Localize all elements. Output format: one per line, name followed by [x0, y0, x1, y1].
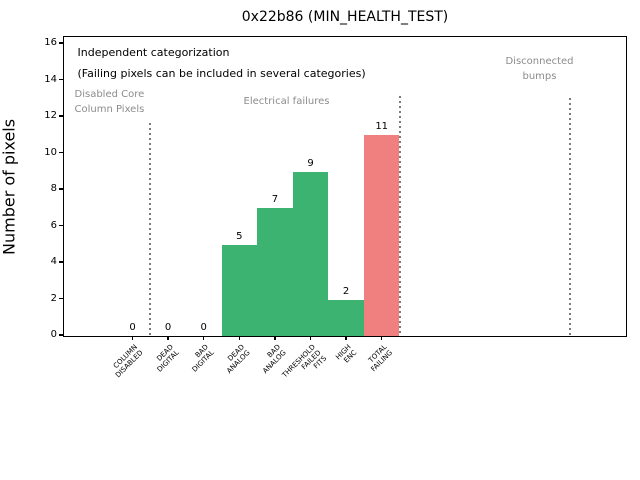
- x-tick-mark: [238, 336, 241, 340]
- y-tick-label: 6: [50, 219, 57, 231]
- bar-value-label: 2: [342, 285, 350, 297]
- bar-value-label: 11: [375, 121, 389, 133]
- x-tick-label-dead-digital: DEAD DIGITAL: [154, 343, 181, 374]
- y-tick-mark: [58, 224, 63, 227]
- y-tick-label: 2: [50, 292, 57, 304]
- y-tick-label: 8: [50, 183, 57, 194]
- y-tick-label: 10: [44, 146, 57, 158]
- bar-total-failing: [363, 135, 400, 336]
- x-tick-label-total-failing: TOTAL FAILING: [366, 343, 395, 374]
- y-tick-mark: [58, 78, 63, 81]
- y-tick-mark: [58, 297, 63, 300]
- category-separator-line: [149, 123, 152, 335]
- y-tick-label: 12: [44, 110, 57, 121]
- chart-title: 0x22b86 (MIN_HEALTH_TEST): [241, 9, 449, 25]
- x-tick-label-high-enc: HIGH ENC: [334, 343, 359, 365]
- group-label-electrical-failures: Electrical failures: [243, 96, 330, 107]
- y-tick-mark: [58, 188, 63, 190]
- x-tick-mark: [380, 336, 383, 340]
- bar-high-enc: [328, 299, 364, 336]
- y-tick-mark: [58, 261, 63, 263]
- x-tick-mark: [167, 336, 169, 340]
- annotation-heading: Independent categorization: [77, 46, 230, 59]
- bar-value-label: 7: [271, 194, 279, 206]
- y-tick-label: 14: [44, 73, 57, 85]
- y-tick-label: 0: [50, 329, 57, 340]
- x-tick-label-dead-analog: DEAD ANALOG: [225, 343, 252, 376]
- y-tick-mark: [58, 42, 63, 44]
- bar-value-label: 0: [200, 322, 207, 333]
- x-tick-mark: [131, 336, 134, 340]
- bar-value-label: 0: [129, 322, 136, 333]
- x-tick-label-threshold-failed-fits: THRESHOLD FAILED FITS: [280, 343, 329, 380]
- bar-value-label: 0: [164, 322, 172, 333]
- x-tick-mark: [202, 336, 205, 340]
- annotation-subheading: (Failing pixels can be included in sever…: [77, 67, 366, 80]
- bar-value-label: 9: [307, 157, 314, 169]
- bar-bad-analog: [257, 208, 293, 336]
- bar-dead-analog: [221, 244, 258, 336]
- y-tick-mark: [58, 115, 63, 117]
- y-axis-label: Number of pixels: [0, 118, 19, 255]
- group-label-disabled-core-column-pixels: Disabled Core Column Pixels: [74, 89, 145, 115]
- x-tick-mark: [309, 336, 312, 340]
- y-tick-label: 4: [50, 256, 57, 267]
- category-separator-line: [569, 98, 572, 335]
- x-tick-mark: [274, 336, 276, 340]
- x-tick-label-bad-digital: BAD DIGITAL: [191, 343, 217, 374]
- y-tick-label: 16: [44, 37, 57, 48]
- bar-value-label: 5: [236, 230, 243, 242]
- plot-area: Independent categorization (Failing pixe…: [44, 36, 627, 379]
- x-tick-label-column-disabled: COLUMN DISABLED: [112, 343, 145, 380]
- x-tick-mark: [345, 336, 347, 340]
- group-label-disconnected-bumps: Disconnected bumps: [505, 56, 574, 82]
- bar-threshold-failed-fits: [292, 171, 329, 336]
- y-tick-mark: [58, 151, 63, 154]
- y-tick-mark: [58, 334, 63, 336]
- category-separator-line: [398, 96, 401, 335]
